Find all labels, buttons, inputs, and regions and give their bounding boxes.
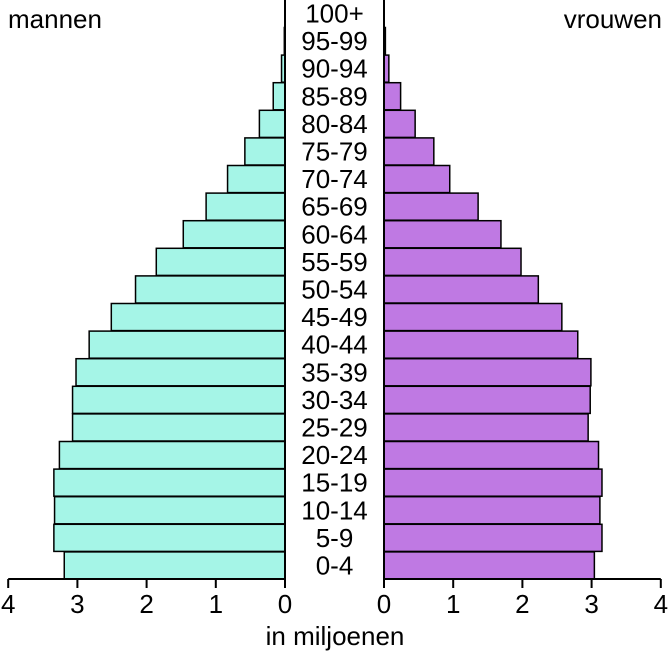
bar-men-45-49	[110, 302, 286, 332]
bar-men-15-19	[53, 468, 286, 497]
bar-men-0-4	[63, 551, 286, 580]
age-label: 85-89	[301, 81, 368, 111]
bar-men-5-9	[53, 523, 286, 553]
x-axis-title: in miljoenen	[266, 621, 405, 651]
age-label: 0-4	[316, 550, 354, 580]
bar-women-70-74	[383, 164, 451, 194]
axes: 4 3 2 1 0 0 1 2 3 4	[1, 0, 668, 619]
bar-men-70-74	[226, 164, 286, 194]
bar-women-60-64	[383, 219, 502, 249]
age-label: 10-14	[301, 495, 368, 525]
bar-men-60-64	[182, 219, 286, 249]
bar-women-55-59	[383, 247, 522, 277]
age-label: 100+	[305, 0, 364, 28]
bar-women-30-34	[383, 385, 591, 415]
age-label: 20-24	[301, 440, 368, 470]
bar-men-25-29	[71, 413, 286, 442]
x-tick-label-left: 3	[70, 589, 84, 619]
x-tick-label-right: 2	[515, 589, 529, 619]
x-tick-label-right: 4	[654, 589, 668, 619]
bar-women-75-79	[383, 137, 435, 166]
x-tick-label-left: 0	[278, 589, 292, 619]
age-label: 80-84	[301, 109, 368, 139]
age-label: 25-29	[301, 412, 368, 442]
x-tick-label-left: 2	[139, 589, 153, 619]
age-group-labels: 0-45-910-1415-1920-2425-2930-3435-3940-4…	[301, 0, 368, 580]
bar-men-35-39	[75, 357, 286, 387]
x-tick-label-right: 1	[446, 589, 460, 619]
bar-men-40-44	[88, 330, 286, 359]
bar-women-65-69	[383, 192, 479, 221]
age-label: 65-69	[301, 192, 368, 222]
age-label: 45-49	[301, 302, 368, 332]
bar-women-15-19	[383, 468, 603, 497]
x-tick-label-right: 0	[377, 589, 391, 619]
bar-women-45-49	[383, 302, 563, 332]
bar-women-35-39	[383, 357, 592, 387]
bar-men-50-54	[134, 275, 286, 304]
age-label: 75-79	[301, 136, 368, 166]
bar-men-80-84	[258, 109, 286, 139]
bar-men-55-59	[155, 247, 286, 277]
age-label: 50-54	[301, 274, 368, 304]
female-bars	[383, 26, 603, 580]
male-bars	[53, 26, 286, 580]
age-label: 40-44	[301, 330, 368, 360]
right-series-label: vrouwen	[564, 4, 662, 34]
bar-men-20-24	[58, 440, 286, 470]
age-label: 5-9	[316, 523, 354, 553]
bar-men-75-79	[244, 137, 286, 166]
x-tick-label-left: 1	[209, 589, 223, 619]
age-label: 90-94	[301, 54, 368, 84]
age-label: 60-64	[301, 219, 368, 249]
bar-women-20-24	[383, 440, 600, 470]
bar-men-65-69	[205, 192, 286, 221]
bar-women-0-4	[383, 551, 596, 580]
bar-men-30-34	[71, 385, 286, 415]
x-tick-label-right: 3	[584, 589, 598, 619]
bar-men-10-14	[53, 495, 286, 525]
age-label: 95-99	[301, 26, 368, 56]
age-label: 15-19	[301, 468, 368, 498]
bar-women-50-54	[383, 275, 540, 304]
age-label: 70-74	[301, 164, 368, 194]
age-label: 35-39	[301, 357, 368, 387]
age-label: 30-34	[301, 385, 368, 415]
bar-women-85-89	[383, 81, 402, 111]
x-tick-label-left: 4	[1, 589, 15, 619]
bar-women-40-44	[383, 330, 579, 359]
bar-women-80-84	[383, 109, 416, 139]
bar-women-25-29	[383, 413, 589, 442]
bar-men-85-89	[272, 81, 286, 111]
left-series-label: mannen	[8, 4, 102, 34]
bar-women-5-9	[383, 523, 603, 553]
age-label: 55-59	[301, 247, 368, 277]
bar-women-10-14	[383, 495, 601, 525]
